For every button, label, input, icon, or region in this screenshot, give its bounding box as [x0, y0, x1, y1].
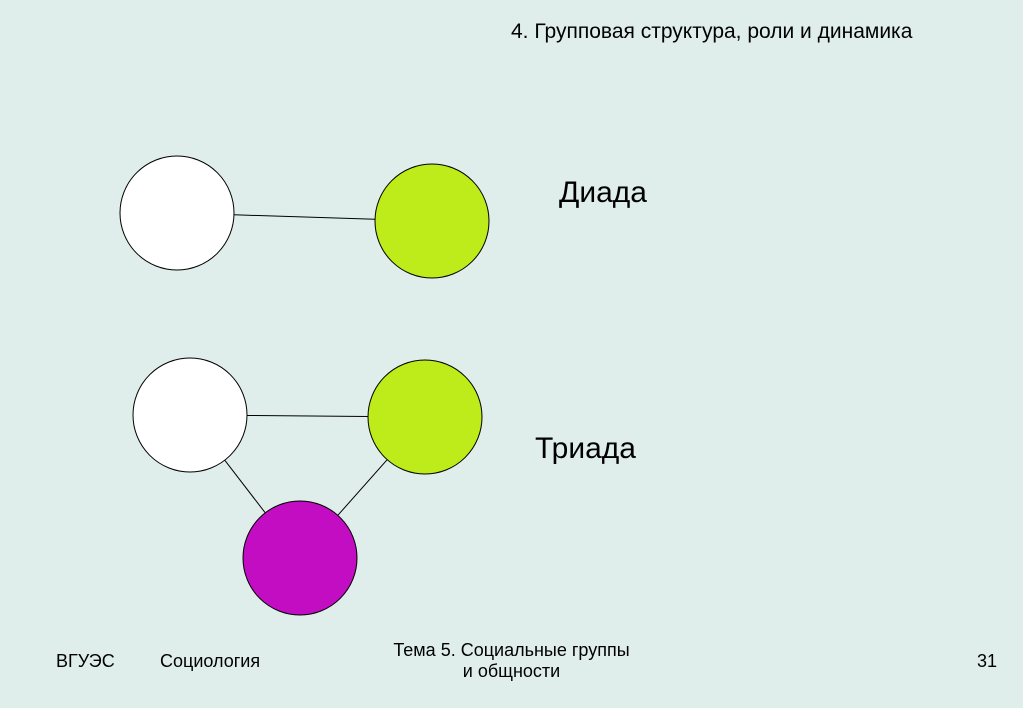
- node-d1: [120, 156, 234, 270]
- edge: [338, 460, 387, 516]
- footer-page: 31: [977, 651, 997, 672]
- edge: [234, 215, 375, 219]
- node-d2: [375, 164, 489, 278]
- node-t2: [368, 360, 482, 474]
- slide-header: 4. Групповая структура, роли и динамика: [511, 20, 912, 44]
- node-t3: [243, 501, 357, 615]
- diagram-svg: [0, 0, 1023, 708]
- edge: [225, 460, 265, 513]
- node-t1: [133, 358, 247, 472]
- footer-topic: Тема 5. Социальные группыи общности: [0, 640, 1023, 682]
- slide: 4. Групповая структура, роли и динамика …: [0, 0, 1023, 708]
- dyad-label: Диада: [559, 176, 647, 210]
- edge: [247, 415, 368, 416]
- triad-label: Триада: [535, 432, 636, 466]
